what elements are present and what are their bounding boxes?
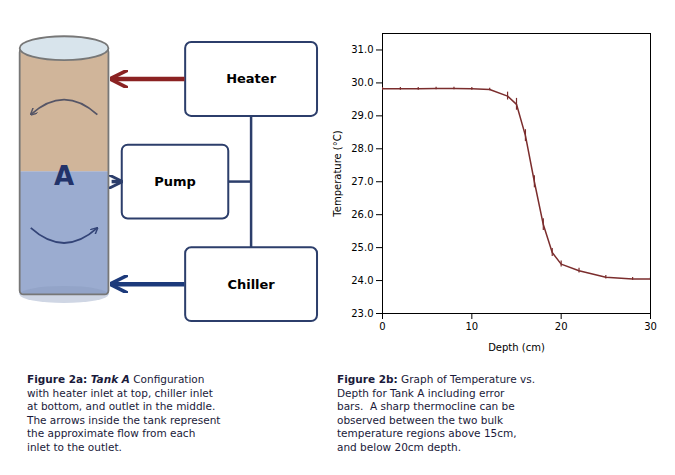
html-text:Figure 2b: Graph of Temperatur: Figure 2b: Graph of Temperature vs. Dept… bbox=[337, 373, 535, 453]
svg-text:30.0: 30.0 bbox=[351, 77, 373, 88]
svg-text:Heater: Heater bbox=[226, 71, 277, 86]
svg-text:30: 30 bbox=[644, 321, 657, 332]
svg-text:31.0: 31.0 bbox=[351, 44, 373, 55]
svg-text:28.0: 28.0 bbox=[351, 143, 373, 154]
svg-text:Temperature (°C): Temperature (°C) bbox=[332, 130, 343, 217]
html-text:Figure 2a: Tank A Configuratio: Figure 2a: Tank A Configuration with hea… bbox=[27, 373, 221, 453]
svg-text:Depth (cm): Depth (cm) bbox=[488, 342, 545, 353]
svg-text:25.0: 25.0 bbox=[351, 242, 373, 253]
svg-text:10: 10 bbox=[465, 321, 478, 332]
svg-text:24.0: 24.0 bbox=[351, 275, 373, 286]
svg-text:23.0: 23.0 bbox=[351, 308, 373, 319]
svg-text:29.0: 29.0 bbox=[351, 110, 373, 121]
svg-text:0: 0 bbox=[379, 321, 385, 332]
svg-text:Pump: Pump bbox=[154, 174, 196, 189]
svg-text:A: A bbox=[54, 161, 74, 191]
svg-text:27.0: 27.0 bbox=[351, 176, 373, 187]
svg-text:20: 20 bbox=[555, 321, 568, 332]
svg-text:Chiller: Chiller bbox=[227, 277, 275, 292]
svg-text:26.0: 26.0 bbox=[351, 209, 373, 220]
